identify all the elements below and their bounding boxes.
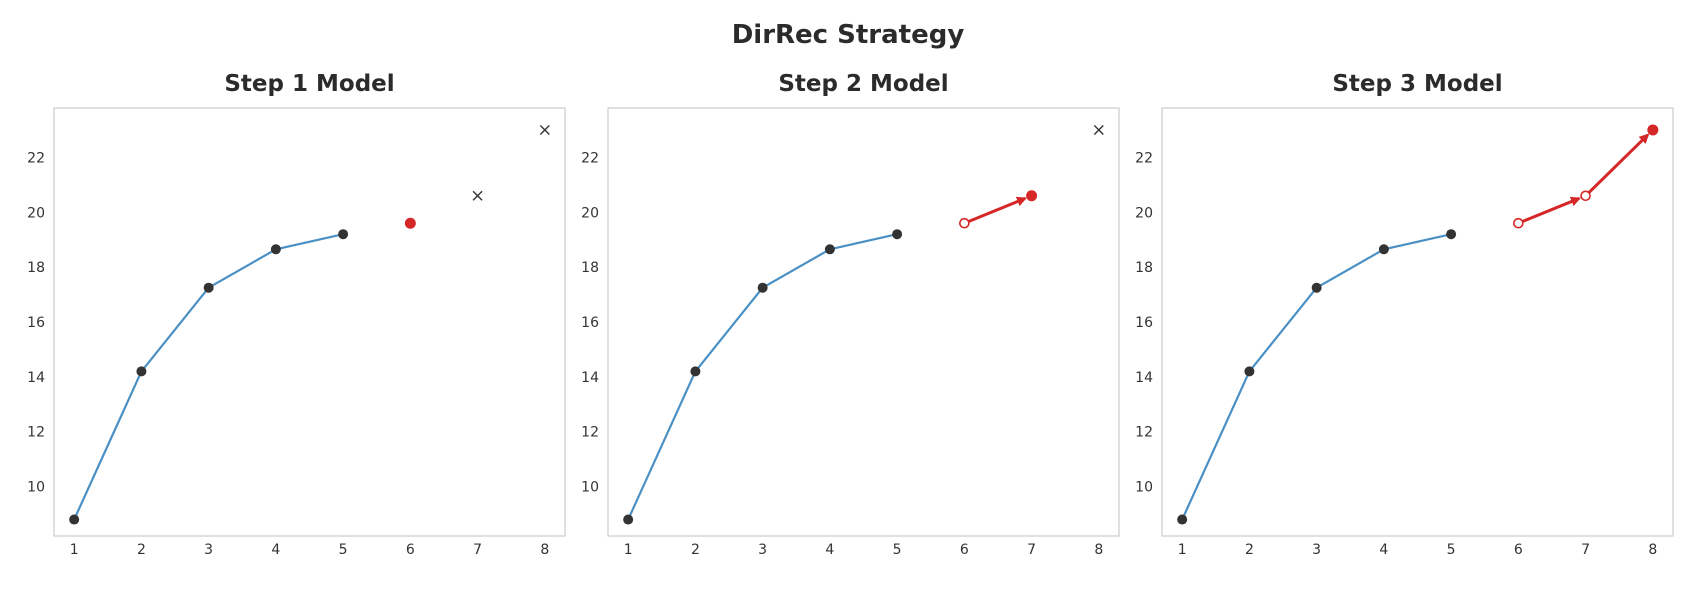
- x-marker-stroke: [1093, 124, 1104, 135]
- figure-title: DirRec Strategy: [732, 20, 965, 50]
- y-tick-label: 12: [27, 425, 45, 441]
- input-point: [1513, 217, 1524, 229]
- history-point: [824, 244, 835, 255]
- x-tick-label: 2: [137, 542, 146, 558]
- x-tick-label: 3: [204, 542, 213, 558]
- x-tick-label: 6: [406, 542, 415, 558]
- x-tick-label: 7: [473, 542, 482, 558]
- history-point: [270, 244, 281, 255]
- history-point: [1311, 282, 1322, 293]
- x-tick-label: 7: [1581, 542, 1590, 558]
- arrow: [1517, 196, 1581, 225]
- y-tick-label: 12: [1135, 425, 1153, 441]
- y-tick-label: 14: [581, 370, 599, 386]
- input-point: [1580, 190, 1591, 202]
- plot-frame: [1161, 107, 1674, 537]
- y-tick-label: 22: [27, 150, 45, 166]
- y-tick-label: 18: [1135, 260, 1153, 276]
- history-point: [690, 366, 701, 377]
- history-point: [69, 514, 80, 525]
- history-line: [627, 233, 898, 520]
- y-tick-label: 16: [581, 315, 599, 331]
- x-tick-label: 7: [1027, 542, 1036, 558]
- y-tick-label: 10: [27, 480, 45, 496]
- x-marker-stroke: [472, 190, 483, 201]
- history-point: [136, 366, 147, 377]
- y-tick-label: 14: [27, 370, 45, 386]
- history-line: [73, 233, 344, 520]
- plot-frame: [607, 107, 1120, 537]
- history-line: [1181, 233, 1452, 520]
- x-tick-label: 8: [1648, 542, 1657, 558]
- y-tick-label: 18: [27, 260, 45, 276]
- history-point: [203, 282, 214, 293]
- prediction-point: [404, 217, 416, 229]
- plot-frame: [53, 107, 566, 537]
- future-target-marker: [1093, 124, 1104, 135]
- arrow: [1584, 133, 1650, 197]
- panel-title: Step 3 Model: [1332, 71, 1502, 97]
- history-point: [338, 229, 349, 240]
- x-tick-label: 3: [758, 542, 767, 558]
- y-tick-label: 10: [1135, 480, 1153, 496]
- x-marker-stroke: [539, 124, 550, 135]
- x-tick-label: 5: [893, 542, 902, 558]
- history-point: [757, 282, 768, 293]
- x-tick-label: 1: [1178, 542, 1187, 558]
- input-point: [959, 217, 970, 229]
- x-tick-label: 5: [339, 542, 348, 558]
- prediction-point: [1647, 124, 1659, 136]
- y-tick-label: 10: [581, 480, 599, 496]
- x-tick-label: 4: [1379, 542, 1388, 558]
- y-tick-label: 20: [27, 205, 45, 221]
- y-tick-label: 22: [1135, 150, 1153, 166]
- panel-title: Step 1 Model: [224, 71, 394, 97]
- history-point: [1244, 366, 1255, 377]
- x-tick-label: 8: [540, 542, 549, 558]
- panel-title: Step 2 Model: [778, 71, 948, 97]
- history-point: [1177, 514, 1188, 525]
- y-tick-label: 22: [581, 150, 599, 166]
- y-tick-label: 18: [581, 260, 599, 276]
- x-tick-label: 6: [1514, 542, 1523, 558]
- y-tick-label: 16: [27, 315, 45, 331]
- prediction-point: [1026, 190, 1038, 202]
- x-tick-label: 4: [271, 542, 280, 558]
- history-point: [1446, 229, 1457, 240]
- history-point: [623, 514, 634, 525]
- future-target-marker: [472, 190, 483, 201]
- history-point: [1378, 244, 1389, 255]
- x-tick-label: 4: [825, 542, 834, 558]
- future-target-marker: [539, 124, 550, 135]
- x-tick-label: 2: [691, 542, 700, 558]
- x-tick-label: 1: [624, 542, 633, 558]
- x-tick-label: 5: [1447, 542, 1456, 558]
- y-tick-label: 16: [1135, 315, 1153, 331]
- x-tick-label: 6: [960, 542, 969, 558]
- x-tick-label: 2: [1245, 542, 1254, 558]
- y-tick-label: 12: [581, 425, 599, 441]
- y-tick-label: 20: [1135, 205, 1153, 221]
- history-point: [892, 229, 903, 240]
- x-tick-label: 3: [1312, 542, 1321, 558]
- x-tick-label: 8: [1094, 542, 1103, 558]
- x-tick-label: 1: [70, 542, 79, 558]
- y-tick-label: 14: [1135, 370, 1153, 386]
- arrow: [963, 196, 1027, 225]
- y-tick-label: 20: [581, 205, 599, 221]
